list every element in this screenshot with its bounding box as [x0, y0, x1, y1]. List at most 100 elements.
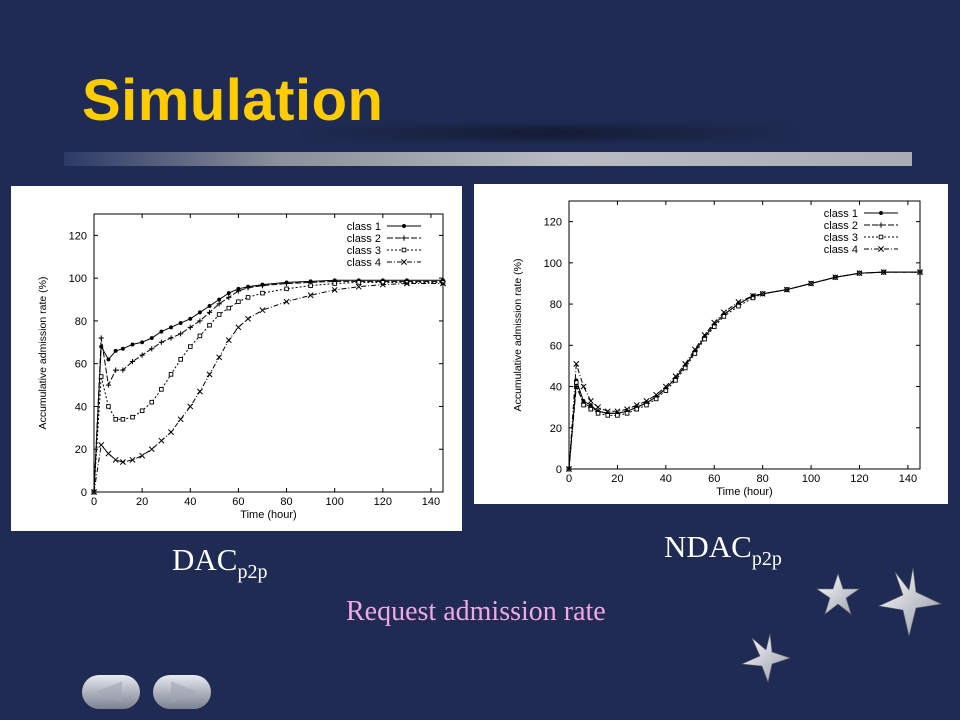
data-point [283, 280, 290, 287]
x-tick-label: 20 [611, 473, 623, 485]
legend-label: class 4 [347, 257, 381, 269]
data-point [120, 417, 126, 422]
data-point [691, 346, 698, 353]
plot-frame [568, 200, 921, 470]
data-point [379, 281, 386, 288]
data-point [207, 322, 212, 328]
data-point [615, 413, 620, 418]
y-tick-label: 60 [550, 340, 562, 352]
data-point [235, 324, 242, 331]
chart-ndac: 0 20 40 60 80 100 120 140 0 20 40 60 80 100 120 Time (h… [512, 200, 923, 498]
data-point [643, 398, 650, 404]
data-point [880, 269, 887, 276]
data-point [580, 383, 587, 390]
data-point [856, 270, 863, 277]
y-tick-label: 80 [550, 299, 562, 311]
data-point [178, 357, 183, 362]
data-point [197, 318, 203, 324]
data-point [783, 286, 790, 293]
data-point [225, 337, 232, 344]
data-point [605, 413, 611, 418]
y-tick-label: 60 [75, 359, 87, 371]
data-point [332, 281, 337, 286]
data-point [614, 408, 621, 415]
data-point [331, 286, 338, 293]
legend-label: class 3 [824, 232, 858, 244]
y-tick-label: 120 [544, 217, 562, 229]
data-point [226, 291, 231, 296]
data-point [235, 288, 242, 294]
data-point [113, 367, 119, 373]
legend-label: class 2 [347, 233, 381, 245]
data-point [149, 346, 155, 352]
data-point [139, 408, 145, 414]
data-point [682, 360, 689, 367]
series-line [568, 271, 920, 470]
y-tick-label: 40 [75, 401, 87, 413]
caption-ndac-main: NDAC [664, 529, 752, 564]
data-point [119, 459, 126, 466]
data-point [644, 402, 649, 408]
series-2 [91, 278, 446, 495]
x-tick-label: 60 [232, 496, 244, 508]
data-point [106, 404, 111, 409]
legend-marker [878, 246, 884, 252]
data-point [98, 442, 105, 448]
data-point [653, 396, 659, 402]
y-tick-label: 20 [75, 444, 87, 456]
caption-dac: DACp2p [172, 542, 267, 584]
data-point [207, 304, 212, 308]
x-tick-label: 140 [422, 496, 440, 508]
data-point [245, 285, 251, 291]
data-point [187, 403, 194, 410]
data-point [672, 373, 679, 380]
y-axis-label: Accumulative admission rate (%) [512, 259, 524, 412]
data-point [178, 331, 184, 337]
data-point [226, 294, 232, 300]
y-tick-label: 20 [550, 423, 562, 435]
data-point [105, 450, 112, 457]
data-point [187, 324, 193, 330]
legend-marker [401, 259, 407, 265]
data-point [759, 290, 766, 297]
series-line [568, 271, 920, 470]
data-point [158, 339, 164, 345]
x-tick-label: 0 [91, 496, 97, 508]
data-point [283, 298, 290, 305]
x-tick-label: 100 [326, 496, 344, 508]
legend-marker [401, 235, 407, 241]
data-point [130, 342, 135, 347]
series-1 [567, 270, 922, 471]
x-tick-label: 120 [374, 496, 392, 508]
data-point [653, 391, 660, 398]
data-point [736, 303, 741, 309]
data-point [259, 283, 266, 289]
data-point [113, 417, 118, 422]
data-point [236, 299, 241, 304]
next-slide-button[interactable] [153, 675, 211, 709]
data-point [720, 309, 727, 316]
data-point [217, 297, 222, 302]
data-point [595, 411, 601, 416]
data-point [129, 456, 136, 463]
y-tick-label: 0 [81, 487, 87, 499]
legend-marker [402, 224, 406, 228]
data-point [633, 402, 640, 409]
legend-marker [878, 222, 884, 228]
data-point [440, 280, 446, 287]
data-point [588, 406, 594, 412]
data-point [735, 299, 742, 305]
prev-slide-button[interactable] [82, 675, 140, 709]
x-tick-label: 40 [660, 473, 672, 485]
data-point [581, 402, 586, 408]
data-point [169, 325, 173, 330]
data-point [711, 324, 717, 330]
data-point [604, 408, 611, 415]
legend-marker [878, 234, 884, 240]
legend-label: class 1 [347, 221, 381, 233]
data-point [403, 280, 410, 287]
caption-ndac-sub: p2p [751, 548, 782, 570]
x-tick-label: 80 [757, 473, 769, 485]
data-point [624, 411, 630, 416]
